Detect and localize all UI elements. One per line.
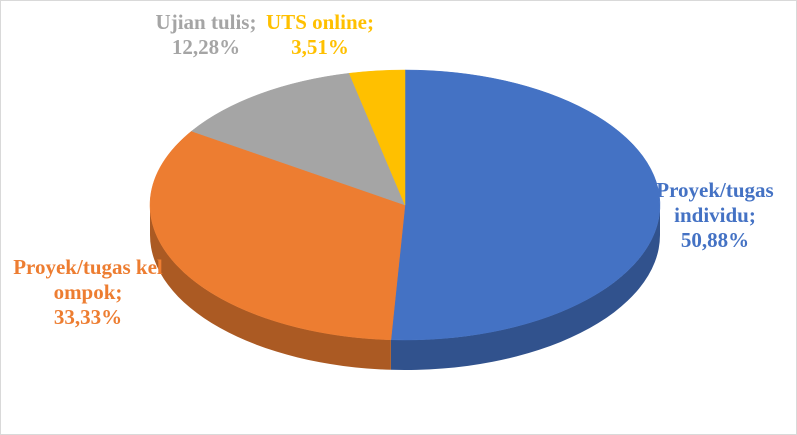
data-label: Proyek/tugas kelompok; 33,33% [12,255,164,330]
label-value: 50,88% [680,228,750,252]
data-label: Proyek/tugas individu; 50,88% [654,178,776,253]
slice [348,69,406,206]
data-label: Ujian tulis; 12,28% [150,10,262,60]
slice [149,130,406,341]
data-label: UTS online; 3,51% [250,10,390,60]
label-category: Proyek/tugas kelompok; [13,255,163,304]
label-category: Proyek/tugas individu; [656,178,774,227]
label-category: UTS online; [266,10,374,34]
slice [191,72,406,206]
label-value: 33,33% [53,305,123,329]
label-category: Ujian tulis; [155,10,257,34]
label-value: 3,51% [291,35,349,59]
slice-side [150,205,391,370]
slice-side [390,205,660,370]
label-value: 12,28% [171,35,241,59]
slice [390,69,661,341]
